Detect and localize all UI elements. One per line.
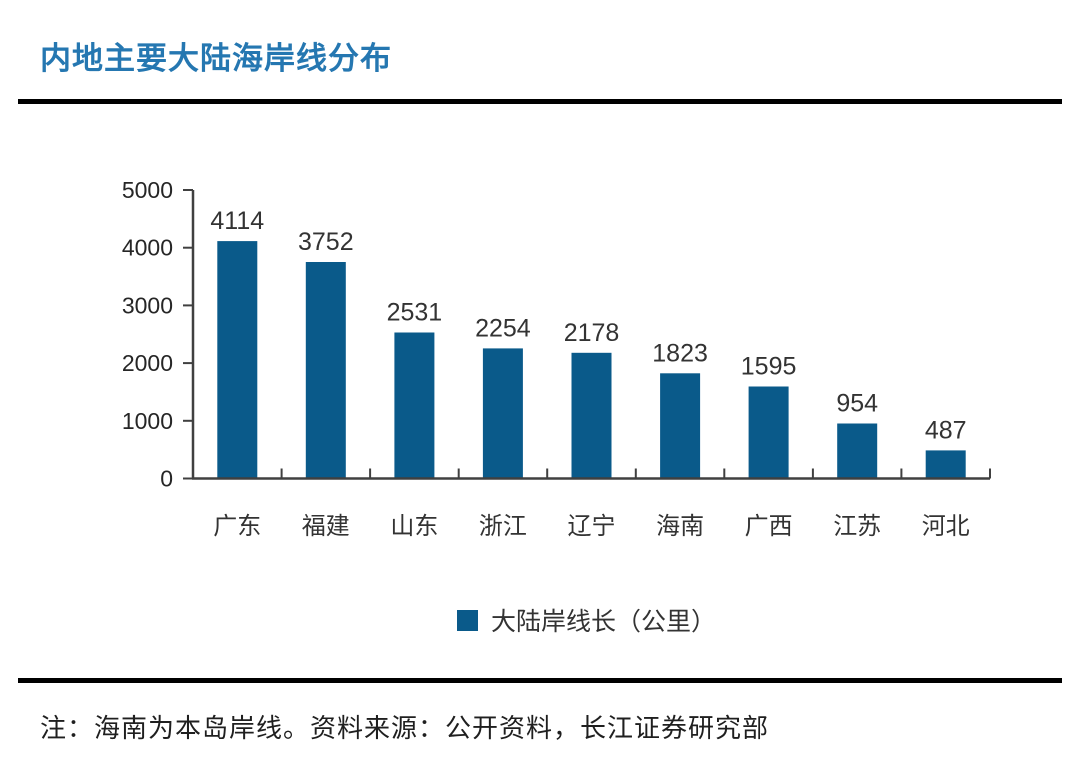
bar [305, 262, 346, 479]
bar [394, 332, 435, 479]
bar [837, 423, 878, 479]
bar-value-label: 3752 [298, 228, 354, 256]
bar-value-label: 1595 [741, 353, 797, 381]
source-note: 注：海南为本岛岸线。资料来源：公开资料，长江证券研究部 [40, 713, 770, 743]
category-label: 广西 [745, 513, 793, 540]
bar-value-label: 4114 [210, 207, 264, 235]
bar-value-label: 954 [836, 390, 878, 418]
chart-legend: 大陆岸线长（公里） [457, 602, 716, 638]
y-tick-label: 4000 [122, 235, 173, 261]
bar [925, 450, 966, 479]
category-label: 河北 [922, 513, 970, 540]
category-label: 江苏 [833, 513, 881, 540]
y-tick-label: 1000 [122, 408, 173, 434]
legend-swatch [457, 609, 478, 631]
bar-value-label: 2254 [475, 314, 531, 342]
bottom-divider [18, 678, 1062, 683]
y-tick-label: 0 [160, 466, 173, 492]
category-label: 福建 [302, 513, 350, 540]
bar [660, 373, 701, 479]
y-tick-label: 2000 [122, 350, 173, 376]
y-tick-label: 3000 [122, 292, 173, 318]
top-divider [18, 99, 1062, 104]
category-label: 海南 [656, 513, 704, 540]
bar-value-label: 2531 [387, 299, 443, 327]
bar [217, 241, 258, 479]
legend-label: 大陆岸线长（公里） [491, 608, 717, 636]
category-label: 辽宁 [568, 513, 616, 540]
category-label: 山东 [390, 513, 438, 540]
y-tick-label: 5000 [122, 177, 173, 203]
category-label: 浙江 [479, 513, 527, 540]
bar-value-label: 487 [925, 416, 967, 444]
bar-chart: 4114 广东 3752 福建 2531 山东 2254 浙江 2178 辽宁 1823 海南 1595… [122, 177, 991, 540]
bar-value-label: 2178 [564, 319, 620, 347]
bar-value-label: 1823 [652, 339, 708, 367]
bar [482, 348, 523, 479]
page-title: 内地主要大陆海岸线分布 [40, 41, 392, 76]
bar-chart-svg: 4114 广东 3752 福建 2531 山东 2254 浙江 2178 辽宁 1823 海南 1595… [122, 177, 991, 540]
bar [571, 352, 612, 479]
category-label: 广东 [213, 513, 261, 540]
bar [748, 386, 789, 479]
